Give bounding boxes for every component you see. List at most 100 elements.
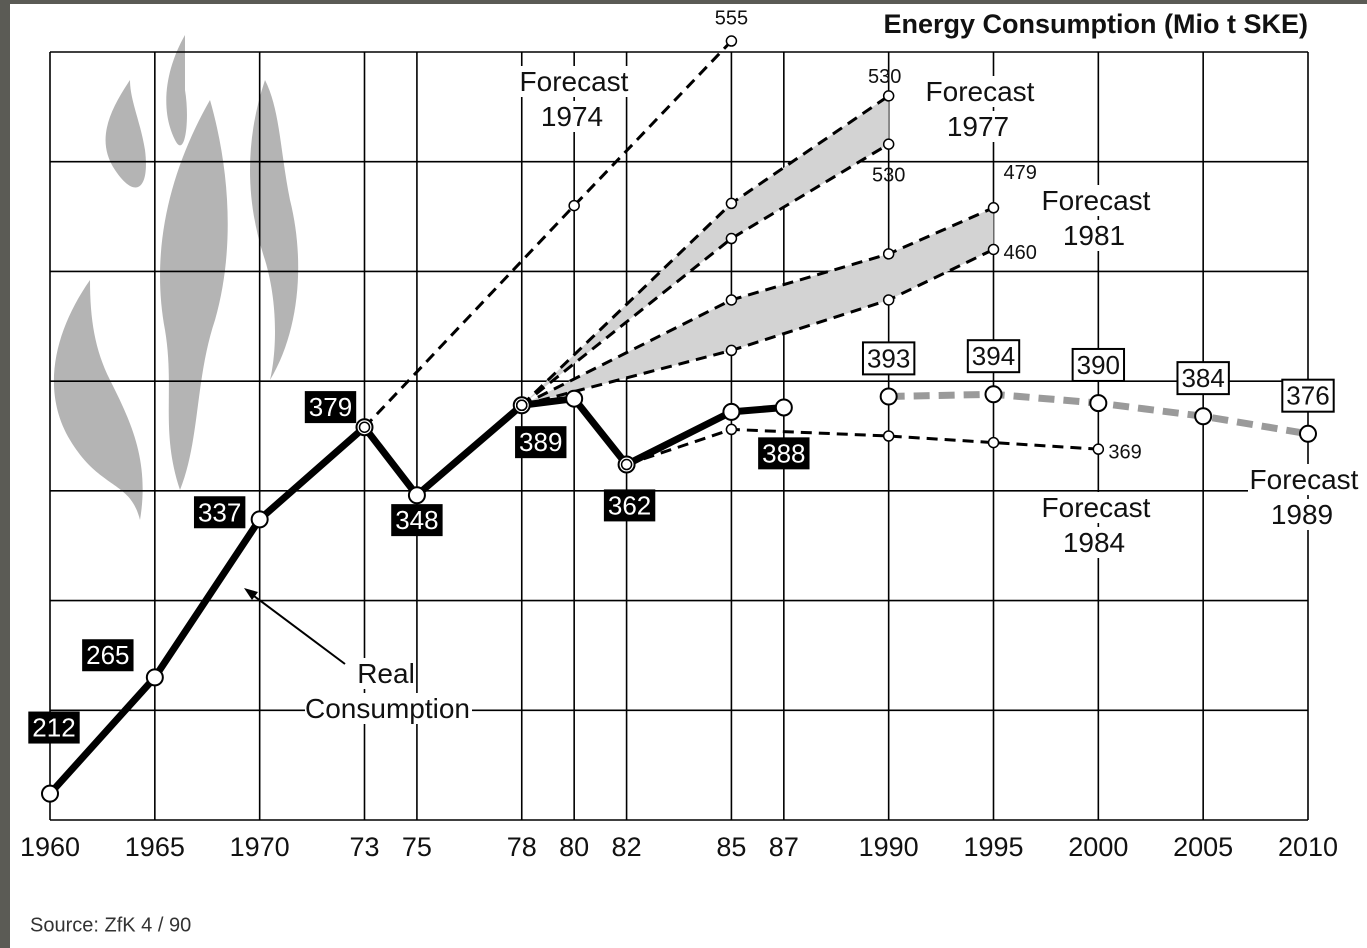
value-label: 530 (868, 66, 901, 88)
value-label-text: 348 (395, 505, 438, 535)
value-label: 337 (193, 496, 246, 529)
x-tick-label: 78 (507, 832, 537, 862)
value-label: 265 (82, 639, 134, 672)
value-label: 555 (715, 7, 748, 29)
data-point (987, 243, 1000, 256)
data-point (725, 344, 738, 357)
value-label: 390 (1071, 347, 1126, 382)
data-point (565, 389, 584, 408)
series-line (626, 427, 1099, 466)
series-line (363, 39, 733, 429)
series-name: Forecast 1974 (493, 64, 653, 134)
x-tick-label: 1990 (859, 832, 919, 862)
value-label-text: 212 (32, 713, 75, 743)
value-label: 394 (966, 339, 1021, 374)
value-label-text: 388 (762, 438, 805, 468)
range-band (521, 207, 994, 406)
x-tick-label: 1965 (125, 832, 185, 862)
series-name-text: Real Consumption (305, 658, 472, 724)
value-label-text: 265 (86, 640, 129, 670)
data-point (882, 294, 895, 306)
value-label-text: 389 (519, 427, 562, 457)
data-point (41, 784, 59, 803)
data-point (882, 90, 895, 102)
series-name: Forecast 1981 (1015, 183, 1175, 253)
series-name-text: Forecast 1984 (1039, 492, 1151, 558)
value-label: 379 (304, 391, 357, 424)
x-tick-label: 1995 (963, 832, 1023, 862)
series-name: Forecast 1984 (1015, 490, 1175, 560)
annotation: 530 (872, 164, 905, 186)
value-label: 393 (861, 341, 916, 376)
series-name-text: Forecast 1974 (517, 66, 629, 132)
value-label: 369 (1108, 441, 1141, 463)
flame-decoration (53, 35, 299, 520)
series-low-line (521, 248, 995, 407)
value-label-text: 384 (1181, 363, 1224, 393)
x-tick-label: 87 (769, 832, 799, 862)
data-point (407, 486, 426, 505)
x-tick-label: 82 (612, 832, 642, 862)
data-point (984, 385, 1003, 404)
x-tick-label: 80 (559, 832, 589, 862)
series-name-text: Forecast 1989 (1247, 464, 1359, 530)
data-point (358, 421, 371, 433)
label-box (1281, 378, 1335, 413)
value-label-text: 390 (1077, 350, 1120, 380)
data-point (882, 430, 895, 442)
data-point (725, 232, 738, 245)
chart: Energy Consumption (Mio t SKE) Source: Z… (20, 7, 1338, 936)
series-line (521, 206, 995, 407)
value-label-text: 337 (198, 497, 241, 527)
data-point (879, 387, 898, 406)
value-label: 348 (391, 504, 443, 537)
value-label-text: 376 (1286, 381, 1329, 411)
value-label: 376 (1281, 378, 1335, 413)
label-box (1176, 361, 1230, 396)
label-box (758, 437, 810, 470)
label-box (28, 711, 80, 744)
value-label: 389 (515, 426, 567, 459)
series-name: Real Consumption (305, 656, 472, 726)
data-point (145, 668, 164, 687)
data-point (987, 202, 1000, 214)
label-box (861, 341, 916, 376)
x-tick-label: 1960 (20, 832, 80, 862)
label-box (82, 639, 134, 672)
data-point (774, 398, 793, 417)
data-point (722, 402, 741, 421)
series-name: Forecast 1989 (1223, 462, 1367, 532)
data-point (250, 510, 269, 529)
value-label-text: 362 (608, 490, 651, 520)
value-label-text: 393 (867, 343, 910, 373)
series-line (47, 395, 785, 797)
data-point (1194, 407, 1213, 426)
data-point (882, 248, 895, 260)
label-box (966, 339, 1021, 374)
value-labels: 212 265 337 379 348 389 362 388 555 530 479 460 369 3… (28, 7, 1335, 744)
data-point (1089, 394, 1108, 413)
label-box (603, 489, 656, 522)
data-point (568, 199, 580, 212)
series-name-text: Forecast 1981 (1039, 185, 1151, 251)
value-label: 212 (28, 711, 80, 744)
range-band (521, 95, 889, 406)
data-point (620, 458, 633, 471)
x-tick-label: 1970 (230, 832, 290, 862)
data-point (725, 197, 738, 210)
value-label: 384 (1176, 361, 1230, 396)
value-label-text: 379 (309, 392, 352, 422)
series-name-text: Forecast 1977 (923, 76, 1035, 142)
x-tick-label: 2005 (1173, 832, 1233, 862)
data-point (725, 35, 738, 47)
label-box (193, 496, 246, 529)
value-label: 388 (758, 437, 810, 470)
x-tick-label: 2000 (1068, 832, 1128, 862)
value-label: 362 (603, 489, 656, 522)
data-point (882, 138, 895, 150)
data-point (1299, 424, 1317, 443)
data-point (725, 294, 738, 306)
x-tick-label: 75 (402, 832, 432, 862)
x-tick-label: 85 (716, 832, 746, 862)
value-label: 479 (1004, 162, 1037, 184)
